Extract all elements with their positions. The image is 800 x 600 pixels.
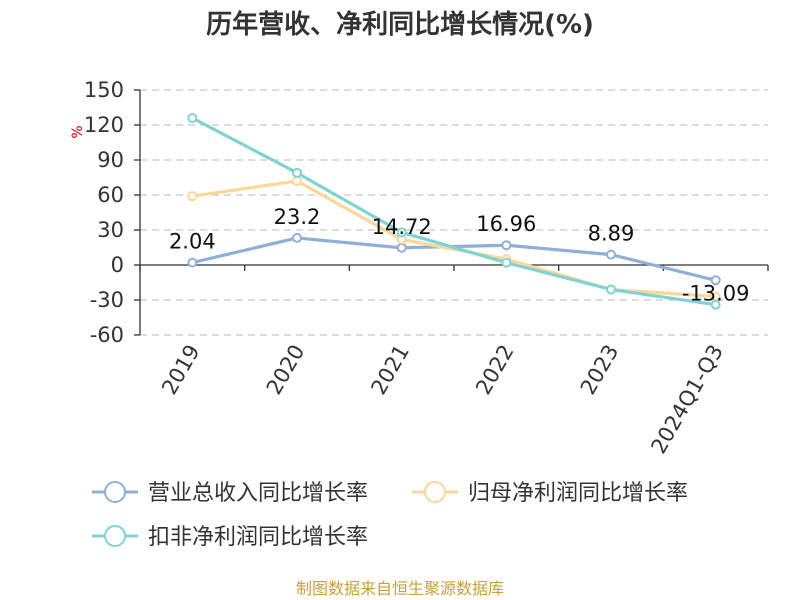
- x-tick-label: 2020: [262, 341, 310, 399]
- data-point[interactable]: [396, 242, 407, 253]
- y-tick-label: 30: [97, 218, 124, 242]
- series-line: [191, 236, 717, 282]
- y-tick-label: 60: [97, 183, 124, 207]
- data-point[interactable]: [710, 275, 721, 286]
- legend-label: 归母净利润同比增长率: [468, 481, 688, 506]
- data-label: -13.09: [682, 281, 750, 305]
- y-tick-label: 90: [97, 148, 124, 172]
- data-point[interactable]: [606, 249, 616, 260]
- data-point[interactable]: [187, 257, 198, 268]
- y-tick-label: -60: [90, 323, 124, 347]
- series-layer: [187, 113, 721, 310]
- legend-item[interactable]: 归母净利润同比增长率: [412, 481, 688, 506]
- data-point[interactable]: [187, 113, 198, 123]
- series-line: [192, 179, 716, 299]
- x-tick-label: 2024Q1-Q3: [646, 341, 728, 458]
- legend-marker: [424, 481, 446, 503]
- data-point[interactable]: [292, 167, 302, 178]
- data-point[interactable]: [606, 284, 616, 295]
- data-point[interactable]: [501, 240, 512, 251]
- data-labels: 2.04 23.2 14.72 16.96 8.89 -13.09: [169, 205, 750, 305]
- x-tick-label: 2022: [471, 341, 519, 399]
- data-label: 2.04: [169, 230, 216, 254]
- y-tick-label: 0: [111, 253, 124, 277]
- legend-label: 营业总收入同比增长率: [148, 481, 368, 506]
- data-point[interactable]: [710, 299, 721, 310]
- data-point[interactable]: [292, 176, 302, 186]
- legend-item[interactable]: 扣非净利润同比增长率: [92, 525, 368, 550]
- data-label: 8.89: [588, 222, 635, 246]
- legend-marker: [104, 481, 126, 503]
- x-tick-label: 2019: [157, 341, 205, 399]
- y-axis-label: %: [70, 125, 86, 138]
- data-label: 14.72: [372, 215, 432, 239]
- data-point[interactable]: [396, 227, 407, 238]
- legend-marker: [104, 525, 126, 547]
- data-point[interactable]: [187, 191, 198, 202]
- series-line: [191, 116, 716, 307]
- y-tick-label: 120: [84, 113, 124, 137]
- y-tick-label: -30: [90, 288, 124, 312]
- x-tick-label: 2023: [576, 341, 624, 399]
- gridlines: [140, 89, 768, 336]
- x-tick-label: 2021: [366, 341, 414, 399]
- source-note: 制图数据来自恒生聚源数据库: [296, 579, 504, 598]
- chart-title: 历年营收、净利同比增长情况(%): [206, 9, 594, 40]
- data-point[interactable]: [292, 232, 302, 243]
- data-label: 23.2: [274, 205, 321, 229]
- legend-item[interactable]: 营业总收入同比增长率: [92, 481, 368, 506]
- data-point[interactable]: [501, 257, 512, 268]
- data-label: 16.96: [476, 212, 536, 236]
- legend-label: 扣非净利润同比增长率: [148, 525, 368, 550]
- y-tick-label: 150: [84, 78, 124, 102]
